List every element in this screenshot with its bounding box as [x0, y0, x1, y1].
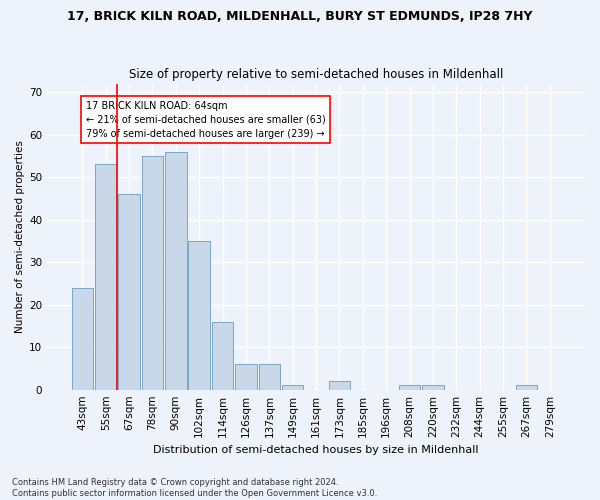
- Y-axis label: Number of semi-detached properties: Number of semi-detached properties: [15, 140, 25, 333]
- Bar: [329, 381, 350, 390]
- Bar: [165, 152, 187, 390]
- Bar: [515, 386, 537, 390]
- Bar: [282, 386, 304, 390]
- Text: 17 BRICK KILN ROAD: 64sqm
← 21% of semi-detached houses are smaller (63)
79% of : 17 BRICK KILN ROAD: 64sqm ← 21% of semi-…: [86, 100, 326, 138]
- X-axis label: Distribution of semi-detached houses by size in Mildenhall: Distribution of semi-detached houses by …: [154, 445, 479, 455]
- Bar: [188, 241, 210, 390]
- Bar: [259, 364, 280, 390]
- Bar: [212, 322, 233, 390]
- Bar: [118, 194, 140, 390]
- Text: 17, BRICK KILN ROAD, MILDENHALL, BURY ST EDMUNDS, IP28 7HY: 17, BRICK KILN ROAD, MILDENHALL, BURY ST…: [67, 10, 533, 23]
- Bar: [422, 386, 443, 390]
- Bar: [142, 156, 163, 390]
- Bar: [399, 386, 421, 390]
- Title: Size of property relative to semi-detached houses in Mildenhall: Size of property relative to semi-detach…: [129, 68, 503, 81]
- Bar: [95, 164, 116, 390]
- Bar: [235, 364, 257, 390]
- Bar: [71, 288, 93, 390]
- Text: Contains HM Land Registry data © Crown copyright and database right 2024.
Contai: Contains HM Land Registry data © Crown c…: [12, 478, 377, 498]
